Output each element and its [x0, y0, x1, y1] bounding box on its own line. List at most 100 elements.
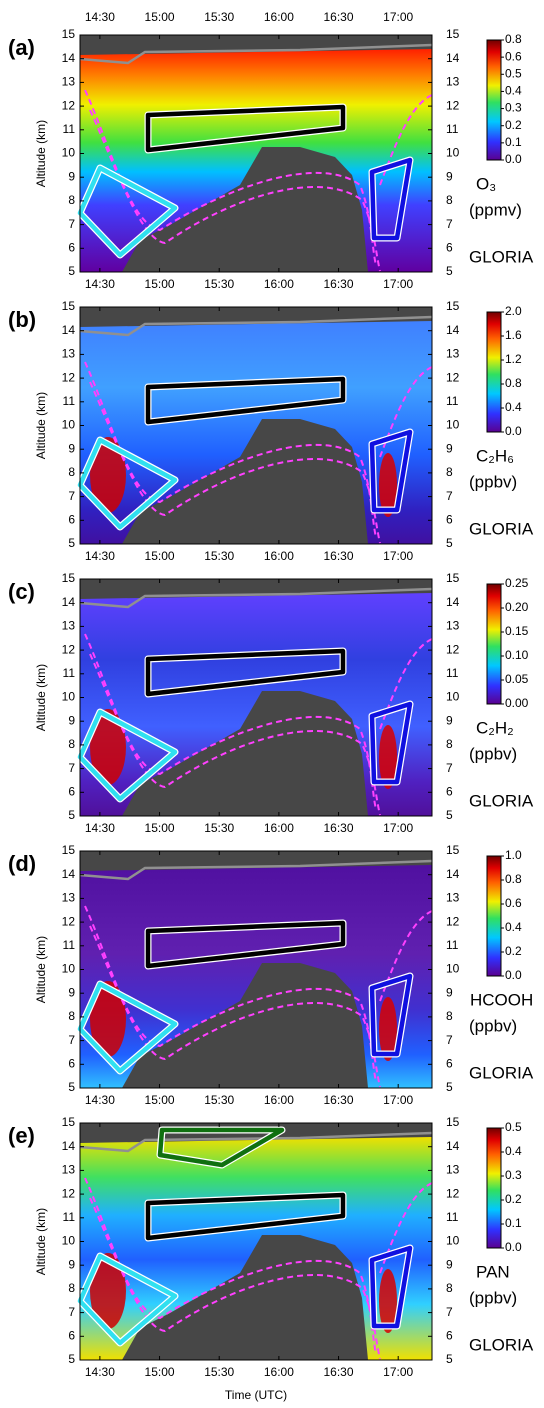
y-axis-label: Altitude (km): [34, 664, 48, 731]
plume: [90, 1253, 126, 1329]
y-tick-label: 9: [68, 169, 75, 183]
y-tick-label: 9: [68, 985, 75, 999]
y-tick-label: 13: [62, 891, 76, 905]
y2-tick-label: 7: [446, 489, 453, 503]
colorbar-tick-label: 0.4: [505, 920, 522, 934]
panel-label: (b): [8, 307, 36, 332]
colorbar-tick-label: 1.0: [505, 848, 522, 862]
colorbar-label: HCOOH: [470, 990, 533, 1009]
panel-label: (d): [8, 851, 36, 876]
colorbar-tick-label: 0.2: [505, 118, 522, 132]
colorbar-tick-label: 0.2: [505, 1192, 522, 1206]
y2-tick-label: 8: [446, 465, 453, 479]
y2-tick-label: 5: [446, 808, 453, 822]
x-tick-label: 14:30: [85, 1365, 115, 1379]
y2-tick-label: 11: [446, 122, 459, 136]
panel: 5 5 6 6 7 7 8 8 9 9 10 10 11 11 12 12 13 13 14 14 15 15 14:30 1…: [8, 843, 534, 1107]
cloud-cover: [122, 1235, 368, 1360]
flight-altitude: [79, 587, 433, 609]
colorbar-tick-label: 0.1: [505, 135, 522, 149]
x-top-tick-label: 16:00: [264, 10, 294, 24]
colorbar: [486, 855, 502, 977]
y-tick-label: 11: [63, 938, 76, 952]
x-tick-label: 15:30: [204, 821, 234, 835]
colorbar-tick-label: 0.3: [505, 101, 522, 115]
plume: [379, 725, 397, 789]
colorbar-units: (ppbv): [469, 744, 517, 763]
y-tick-label: 10: [62, 418, 76, 432]
flight-altitude: [79, 1131, 433, 1153]
x-tick-label: 14:30: [85, 821, 115, 835]
y2-tick-label: 10: [446, 418, 460, 432]
panel-label: (e): [8, 1123, 35, 1148]
y-tick-label: 12: [62, 370, 76, 384]
x-tick-label: 15:30: [204, 1365, 234, 1379]
y2-tick-label: 14: [446, 323, 460, 337]
y-tick-label: 14: [62, 1139, 76, 1153]
y-axis-label: Altitude (km): [34, 936, 48, 1003]
panel: 5 5 6 6 7 7 8 8 9 9 10 10 11 11 12 12 13 13 14 14 15 15 14:30 1…: [8, 299, 534, 563]
colorbar-tick-label: 0.0: [505, 424, 522, 438]
x-tick-label: 15:00: [145, 549, 175, 563]
y2-tick-label: 11: [446, 1210, 459, 1224]
y-tick-label: 14: [62, 867, 76, 881]
y-tick-label: 8: [68, 737, 75, 751]
y2-tick-label: 14: [446, 595, 460, 609]
y2-tick-label: 9: [446, 441, 453, 455]
x-tick-label: 16:00: [264, 549, 294, 563]
y-tick-label: 15: [62, 571, 76, 585]
x-tick-label: 16:00: [264, 1365, 294, 1379]
colorbar-tick-label: 1.6: [505, 328, 522, 342]
y-tick-label: 5: [68, 536, 75, 550]
y2-tick-label: 10: [446, 962, 460, 976]
blue-region: [369, 429, 413, 513]
y2-tick-label: 13: [446, 75, 460, 89]
y-tick-label: 11: [63, 122, 76, 136]
y-tick-label: 5: [68, 808, 75, 822]
colorbar-tick-label: 0.0: [505, 1240, 522, 1254]
x-tick-label: 15:00: [145, 1365, 175, 1379]
y-tick-label: 6: [68, 240, 75, 254]
y2-tick-label: 14: [446, 867, 460, 881]
y2-tick-label: 13: [446, 891, 460, 905]
y-tick-label: 14: [62, 595, 76, 609]
y2-tick-label: 10: [446, 690, 460, 704]
y-tick-label: 8: [68, 1281, 75, 1295]
x-tick-label: 17:00: [383, 1093, 413, 1107]
y2-tick-label: 12: [446, 370, 460, 384]
black-region: [145, 1192, 346, 1241]
x-tick-label: 16:30: [324, 549, 354, 563]
y2-tick-label: 9: [446, 985, 453, 999]
colorbar-tick-label: 0.8: [505, 32, 522, 46]
x-tick-label: 15:30: [204, 277, 234, 291]
y2-tick-label: 12: [446, 1186, 460, 1200]
cloud-cover: [122, 691, 368, 816]
y2-tick-label: 14: [446, 1139, 460, 1153]
cloud-cover: [122, 147, 368, 272]
panel: 5 5 6 6 7 7 8 8 9 9 10 10 11 11 12 12 13 13 14 14 15 15 14:30 1…: [8, 571, 534, 835]
y-tick-label: 9: [68, 441, 75, 455]
instrument-label: GLORIA: [469, 1063, 534, 1082]
y2-tick-label: 8: [446, 193, 453, 207]
colorbar-units: (ppbv): [469, 472, 517, 491]
y2-tick-label: 11: [446, 666, 459, 680]
x-axis-label: Time (UTC): [225, 1388, 287, 1402]
x-tick-label: 17:00: [383, 821, 413, 835]
tropopause-line: [379, 366, 433, 458]
y2-tick-label: 9: [446, 713, 453, 727]
y-tick-label: 13: [62, 619, 76, 633]
colorbar-tick-label: 0.6: [505, 896, 522, 910]
colorbar-tick-label: 0.0: [505, 152, 522, 166]
tropopause-line: [379, 94, 433, 186]
colorbar-label: O₃: [476, 174, 496, 193]
cyan-region: [77, 1253, 178, 1346]
x-tick-label: 14:30: [85, 549, 115, 563]
colorbar-tick-label: 0.3: [505, 1168, 522, 1182]
y2-tick-label: 13: [446, 347, 460, 361]
y-tick-label: 11: [63, 666, 76, 680]
x-tick-label: 15:30: [204, 1093, 234, 1107]
flight-altitude: [79, 315, 433, 337]
colorbar-tick-label: 0.5: [505, 66, 522, 80]
y-tick-label: 15: [62, 299, 76, 313]
